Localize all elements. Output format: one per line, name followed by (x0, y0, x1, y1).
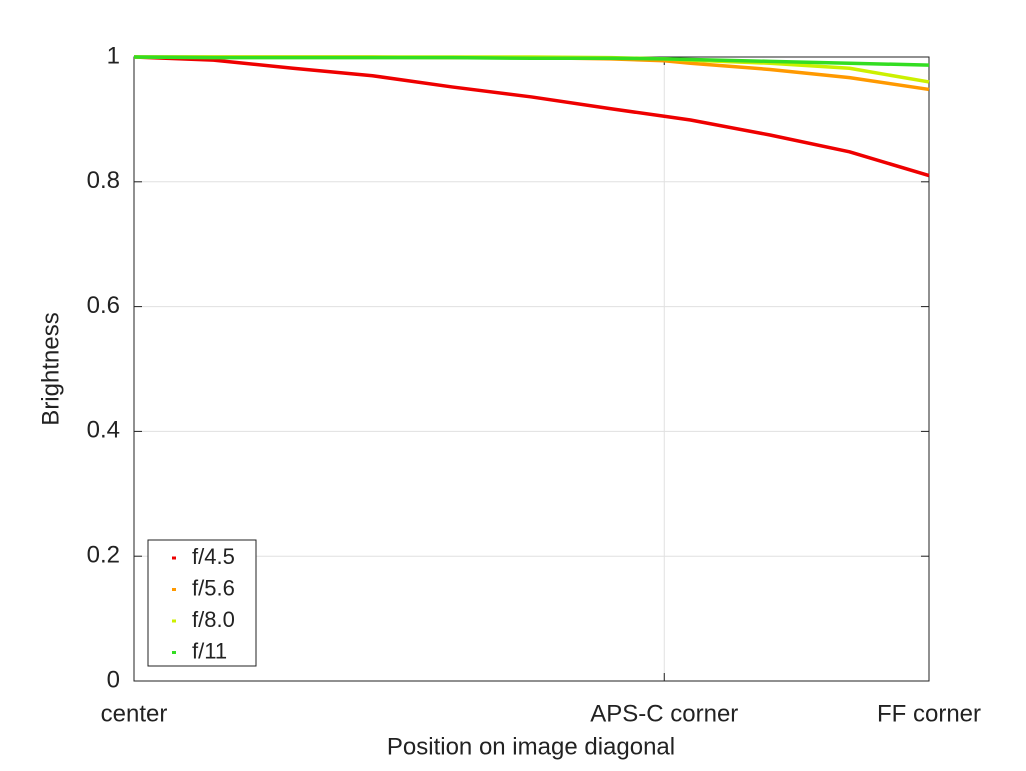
legend-swatch (172, 556, 176, 560)
y-tick-label: 0 (107, 666, 120, 693)
x-tick-label: center (101, 700, 168, 727)
x-axis-label: Position on image diagonal (387, 733, 675, 760)
y-axis-label: Brightness (37, 312, 64, 425)
legend: f/4.5 f/5.6 f/8.0 f/11 (147, 539, 257, 667)
legend-label: f/5.6 (192, 575, 235, 600)
legend-swatch (172, 619, 176, 623)
y-tick-label: 0.2 (87, 542, 120, 569)
x-tick-label: FF corner (877, 700, 981, 727)
y-tick-label: 0.8 (87, 167, 120, 194)
legend-box (147, 539, 257, 667)
legend-label: f/11 (192, 638, 227, 663)
x-tick-label: APS-C corner (590, 700, 738, 727)
data-line (133, 55, 930, 178)
y-tick-label: 1 (107, 42, 120, 69)
y-tick-label: 0.6 (87, 292, 120, 319)
legend-label: f/4.5 (192, 544, 235, 569)
legend-label: f/8.0 (192, 607, 235, 632)
legend-swatch (172, 588, 176, 591)
legend-swatch (172, 651, 176, 654)
y-tick-label: 0.4 (87, 417, 120, 444)
data-line (133, 55, 930, 67)
